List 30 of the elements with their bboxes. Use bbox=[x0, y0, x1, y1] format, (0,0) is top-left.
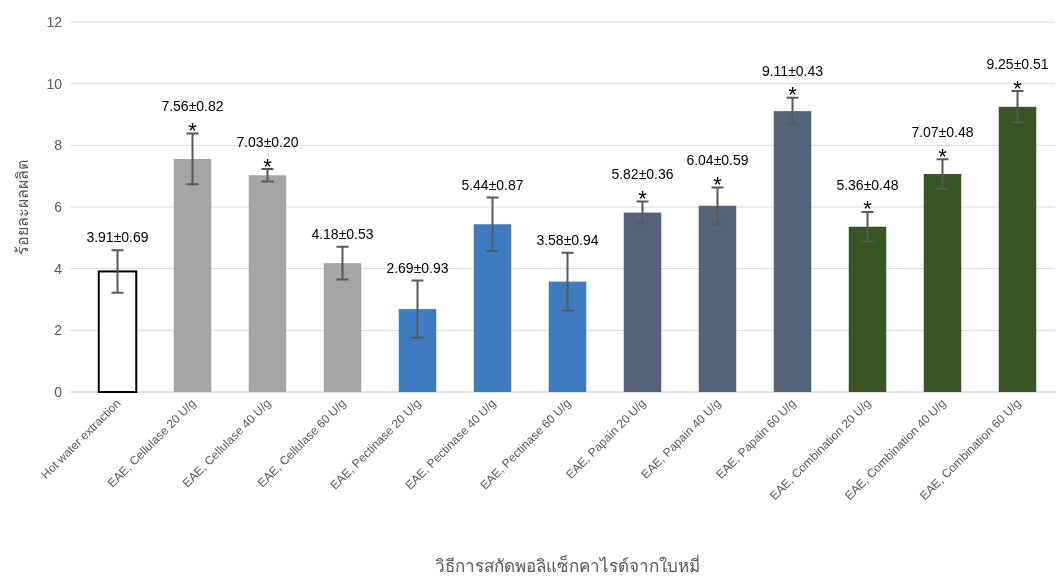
y-tick-label: 2 bbox=[54, 322, 63, 339]
data-label: 5.82±0.36 bbox=[611, 166, 674, 183]
y-tick-label: 0 bbox=[54, 384, 63, 400]
data-label: 9.25±0.51 bbox=[986, 55, 1049, 72]
data-label: 9.11±0.43 bbox=[761, 62, 824, 79]
data-label: 5.36±0.48 bbox=[836, 176, 899, 193]
y-tick-label: 6 bbox=[54, 199, 63, 215]
y-tick-label: 4 bbox=[54, 260, 63, 277]
annotation: * bbox=[863, 196, 873, 222]
y-tick-label: 10 bbox=[46, 75, 63, 92]
data-label: 7.07±0.48 bbox=[911, 124, 974, 141]
annotation: * bbox=[938, 143, 948, 169]
data-label: 3.91±0.69 bbox=[86, 229, 149, 246]
annotation: * bbox=[188, 118, 198, 144]
y-axis-title: ร้อยละผลผลิต bbox=[14, 159, 31, 255]
data-label: 3.58±0.94 bbox=[536, 231, 599, 248]
data-label: 2.69±0.93 bbox=[386, 259, 449, 276]
x-axis-title: วิธีการสกัดพอลิแซ็กคาไรด์จากใบหมี่ bbox=[435, 554, 700, 576]
annotation: * bbox=[263, 153, 273, 179]
data-label: 4.18±0.53 bbox=[311, 226, 374, 243]
data-label: 7.03±0.20 bbox=[236, 133, 299, 150]
annotation: * bbox=[1013, 75, 1023, 101]
y-tick-label: 12 bbox=[46, 14, 63, 30]
data-label: 7.56±0.82 bbox=[161, 98, 224, 115]
y-tick-label: 8 bbox=[54, 137, 63, 154]
annotation: * bbox=[788, 82, 798, 108]
annotation: * bbox=[713, 172, 723, 198]
data-label: 6.04±0.59 bbox=[686, 152, 749, 169]
annotation: * bbox=[638, 185, 648, 211]
data-label: 5.44±0.87 bbox=[461, 176, 524, 193]
